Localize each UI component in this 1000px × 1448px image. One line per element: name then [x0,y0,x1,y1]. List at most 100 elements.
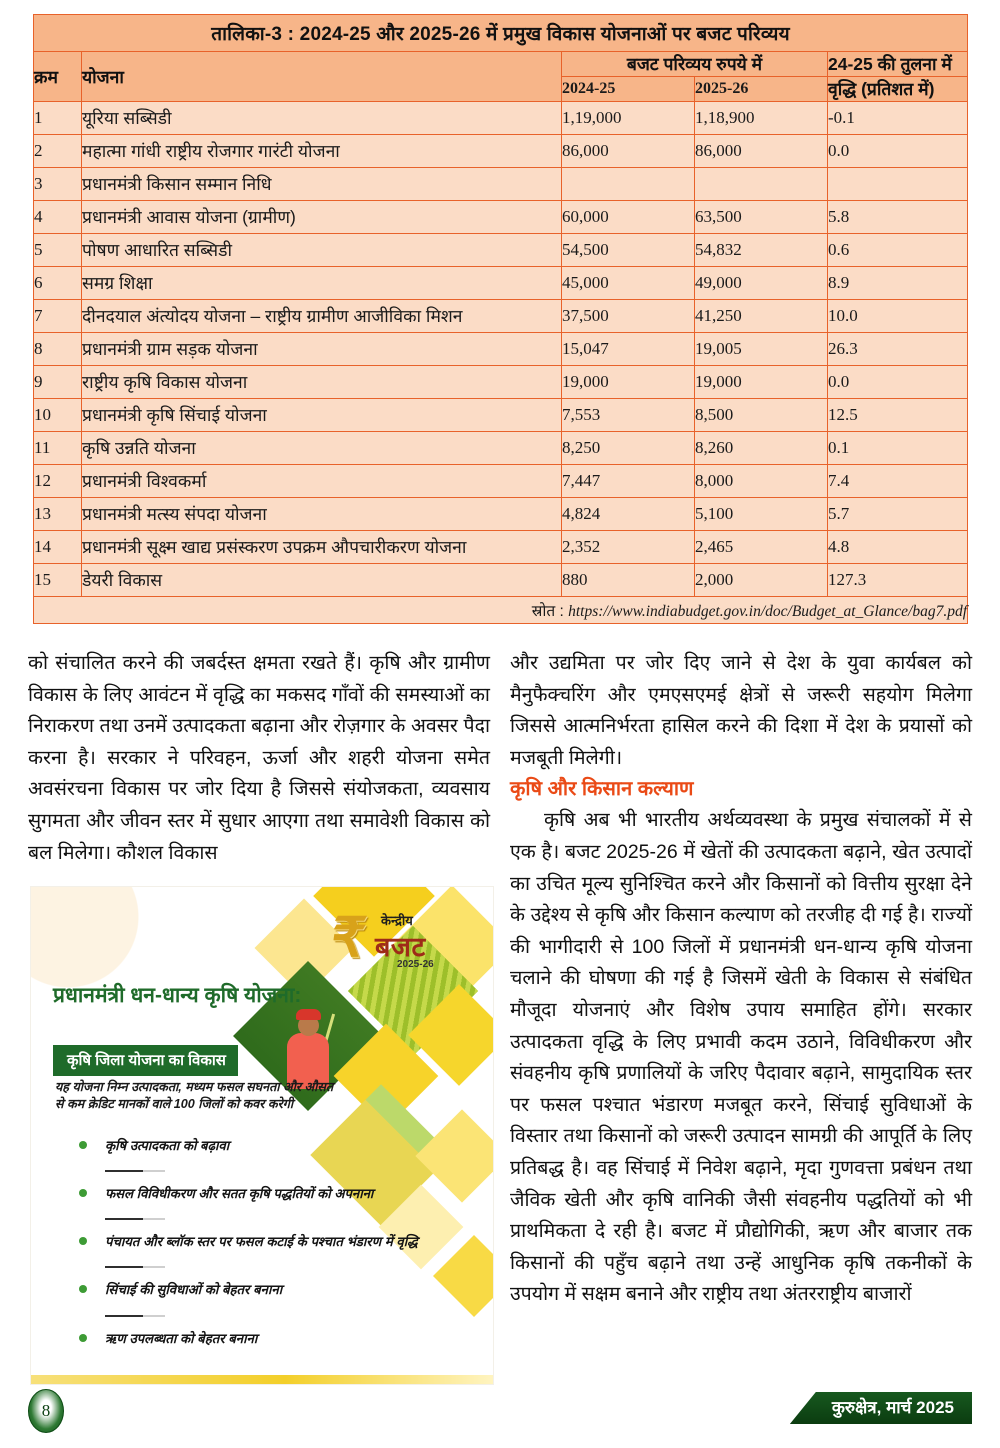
cell-serial: 6 [33,266,82,300]
source-row: स्रोत : https://www.indiabudget.gov.in/d… [32,596,969,624]
table-row: 7 दीनदयाल अंत्योदय योजना – राष्ट्रीय ग्रा… [33,299,969,333]
left-column: को संचालित करने की जबर्दस्त क्षमता रखते … [28,648,490,869]
poster-point-label: फसल विविधीकरण और सतत कृषि पद्धतियों को अ… [105,1186,374,1202]
cell-outlay-2025-26: 8,000 [694,464,828,498]
poster-point-label: कृषि उत्पादकता को बढ़ावा [105,1138,230,1153]
cell-serial: 2 [33,134,82,168]
cell-scheme: प्रधानमंत्री विश्वकर्मा [81,464,562,498]
cell-outlay-2024-25 [561,167,695,201]
poster-subtitle: कृषि जिला योजना का विकास [53,1045,238,1076]
logo-year-label: 2025-26 [397,959,434,970]
poster-point-label: पंचायत और ब्लॉक स्तर पर फसल कटाई के पश्च… [105,1234,418,1250]
header-growth-group: 24-25 की तुलना में [826,51,969,77]
article-columns: को संचालित करने की जबर्दस्त क्षमता रखते … [28,648,972,1388]
cell-outlay-2025-26: 41,250 [694,299,828,333]
rupee-icon: ₹ [326,908,370,968]
poster-title: प्रधानमंत्री धन-धान्य कृषि योजना: [53,984,302,1007]
cell-outlay-2024-25: 4,824 [561,497,695,531]
table-title-row: तालिका-3 : 2024-25 और 2025-26 में प्रमुख… [32,14,969,52]
cell-growth-percent: 0.0 [826,365,969,399]
cell-outlay-2024-25: 7,553 [561,398,695,432]
table-row: 11 कृषि उन्नति योजना 8,250 8,260 0.1 [33,431,969,465]
poster-points-list: कृषि उत्पादकता को बढ़ावा फसल विविधीकरण और… [77,1137,455,1347]
cell-growth-percent: 0.1 [826,431,969,465]
cell-outlay-2024-25: 2,352 [561,530,695,564]
table-row: 10 प्रधानमंत्री कृषि सिंचाई योजना 7,553 8,5… [33,398,969,432]
header-serial: क्रम [33,51,82,102]
section-heading-agriculture: कृषि और किसान कल्याण [510,778,694,801]
table-body: 1 यूरिया सब्सिडी 1,19,000 1,18,900 -0.1 2 महात… [33,101,969,597]
table-row: 14 प्रधानमंत्री सूक्ष्म खाद्य प्रसंस्करण … [33,530,969,564]
cell-growth-percent: 10.0 [826,299,969,333]
cell-serial: 9 [33,365,82,399]
cell-growth-percent: 8.9 [826,266,969,300]
cell-growth-percent: 127.3 [826,563,969,597]
cell-scheme: यूरिया सब्सिडी [81,101,562,135]
page-number-badge: 8 [28,1389,64,1433]
bullet-dot-icon [79,1189,87,1198]
cell-scheme: प्रधानमंत्री सूक्ष्म खाद्य प्रसंस्करण उप… [81,530,562,564]
cell-growth-percent: 12.5 [826,398,969,432]
farmer-turban-icon [296,1009,321,1020]
cell-outlay-2025-26: 86,000 [694,134,828,168]
cell-scheme: पोषण आधारित सब्सिडी [81,233,562,267]
cell-scheme: डेयरी विकास [81,563,562,597]
cell-serial: 15 [33,563,82,597]
cell-outlay-2025-26: 54,832 [694,233,828,267]
cell-outlay-2025-26: 63,500 [694,200,828,234]
cell-serial: 7 [33,299,82,333]
cell-growth-percent: 5.8 [826,200,969,234]
cell-outlay-2024-25: 19,000 [561,365,695,399]
pm-dhan-dhaanya-poster: ₹ केन्द्रीय बजट 2025-26 प्रधानमंत्री धन-… [30,886,494,1385]
cell-outlay-2024-25: 880 [561,563,695,597]
budget-table: तालिका-3 : 2024-25 और 2025-26 में प्रमुख… [32,14,969,624]
cell-outlay-2024-25: 60,000 [561,200,695,234]
table-title: तालिका-3 : 2024-25 और 2025-26 में प्रमुख… [32,14,969,52]
cell-serial: 4 [33,200,82,234]
cell-outlay-2025-26: 8,260 [694,431,828,465]
cell-scheme: कृषि उन्नति योजना [81,431,562,465]
header-outlay-group: बजट परिव्यय रुपये में [561,51,828,77]
table-head: तालिका-3 : 2024-25 और 2025-26 में प्रमुख… [32,14,969,102]
table-row: 6 समग्र शिक्षा 45,000 49,000 8.9 [33,266,969,300]
cell-serial: 12 [33,464,82,498]
poster-description: यह योजना निम्न उत्पादकता, मध्यम फसल सघनत… [55,1080,334,1112]
cell-serial: 3 [33,167,82,201]
point-divider [105,1218,165,1221]
cell-outlay-2024-25: 15,047 [561,332,695,366]
cell-serial: 10 [33,398,82,432]
cell-growth-percent: 5.7 [826,497,969,531]
union-budget-logo: ₹ केन्द्रीय बजट 2025-26 [327,905,461,979]
logo-budget-label: बजट [375,932,426,962]
cell-serial: 1 [33,101,82,135]
bullet-dot-icon [79,1141,87,1149]
poster-footer-bar [31,1375,493,1384]
header-year-2025-26: 2025-26 [694,76,828,102]
header-year-2024-25: 2024-25 [561,76,695,102]
right-column: और उद्यमिता पर जोर दिए जाने से देश के यु… [510,648,972,1311]
cell-growth-percent: 0.6 [826,233,969,267]
cell-serial: 14 [33,530,82,564]
poster-point-item: पंचायत और ब्लॉक स्तर पर फसल कटाई के पश्च… [77,1233,455,1269]
poster-point-item: फसल विविधीकरण और सतत कृषि पद्धतियों को अ… [77,1185,455,1221]
table-row: 15 डेयरी विकास 880 2,000 127.3 [33,563,969,597]
cell-scheme: समग्र शिक्षा [81,266,562,300]
cell-outlay-2025-26: 2,465 [694,530,828,564]
cell-outlay-2025-26 [694,167,828,201]
cell-scheme: प्रधानमंत्री किसान सम्मान निधि [81,167,562,201]
budget-table-container: तालिका-3 : 2024-25 और 2025-26 में प्रमुख… [32,14,969,624]
publication-footer-tab: कुरुक्षेत्र, मार्च 2025 [789,1392,972,1424]
bullet-dot-icon [79,1285,87,1294]
bullet-dot-icon [79,1237,87,1246]
table-row: 12 प्रधानमंत्री विश्वकर्मा 7,447 8,000 7.4 [33,464,969,498]
cell-scheme: प्रधानमंत्री ग्राम सड़क योजना [81,332,562,366]
cell-outlay-2024-25: 7,447 [561,464,695,498]
table-header-row-2: 2024-25 2025-26 वृद्धि (प्रतिशत में) [34,76,969,102]
cell-growth-percent: -0.1 [826,101,969,135]
cell-scheme: प्रधानमंत्री आवास योजना (ग्रामीण) [81,200,562,234]
source-cell: स्रोत : https://www.indiabudget.gov.in/d… [32,596,969,624]
cell-outlay-2025-26: 1,18,900 [694,101,828,135]
cell-outlay-2025-26: 5,100 [694,497,828,531]
cell-growth-percent: 0.0 [826,134,969,168]
poster-point-label: सिंचाई की सुविधाओं को बेहतर बनाना [105,1282,283,1298]
